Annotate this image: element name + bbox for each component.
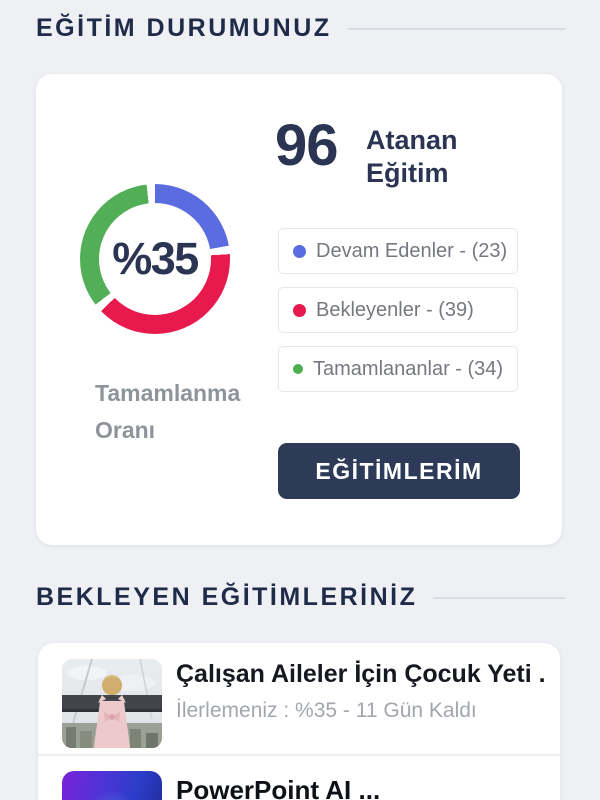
blue-dot-icon — [293, 244, 306, 258]
legend-in-progress[interactable]: Devam Edenler - (23) — [278, 228, 518, 274]
red-dot-icon — [293, 303, 306, 317]
completion-percentage: %35 — [112, 233, 199, 284]
pending-trainings-header: BEKLEYEN EĞİTİMLERİNİZ — [36, 583, 566, 612]
assigned-count: 96 — [275, 113, 339, 178]
green-dot-icon — [293, 364, 303, 374]
donut-hole: %35 — [99, 203, 211, 315]
completion-caption: Tamamlanma Oranı — [95, 380, 241, 443]
legend-completed-label: Tamamlananlar - (34) — [313, 357, 504, 380]
pending-trainings-title: BEKLEYEN EĞİTİMLERİNİZ — [36, 583, 418, 611]
completion-donut-wrap: %35 — [80, 184, 230, 334]
header-rule — [347, 27, 566, 30]
legend-waiting[interactable]: Bekleyenler - (39) — [278, 287, 518, 333]
course-thumbnail-photo — [62, 659, 162, 748]
pending-trainings-card: Çalışan Aileler İçin Çocuk Yeti ... İler… — [38, 643, 560, 800]
donut-legend: Devam Edenler - (23) Bekleyenler - (39) … — [278, 228, 518, 405]
education-status-title: EĞİTİM DURUMUNUZ — [36, 14, 332, 42]
education-status-card: 96 Atanan Eğitim %35 Devam Edenler - (23… — [36, 74, 562, 545]
legend-waiting-label: Bekleyenler - (39) — [316, 298, 474, 321]
list-divider — [38, 754, 560, 756]
course-title: Çalışan Aileler İçin Çocuk Yeti ... — [176, 660, 546, 688]
education-status-header: EĞİTİM DURUMUNUZ — [36, 14, 566, 43]
legend-in-progress-label: Devam Edenler - (23) — [316, 239, 508, 262]
legend-completed[interactable]: Tamamlananlar - (34) — [278, 346, 518, 392]
my-trainings-button[interactable]: EĞİTİMLERİM — [278, 443, 520, 499]
header-rule — [433, 596, 566, 599]
course-title: PowerPoint AI ... — [176, 775, 381, 800]
course-thumbnail-powerpoint-ai — [62, 771, 162, 800]
course-progress-subtitle: İlerlemeniz : %35 - 11 Gün Kaldı — [176, 699, 477, 722]
assigned-label: Atanan Eğitim — [366, 125, 458, 188]
